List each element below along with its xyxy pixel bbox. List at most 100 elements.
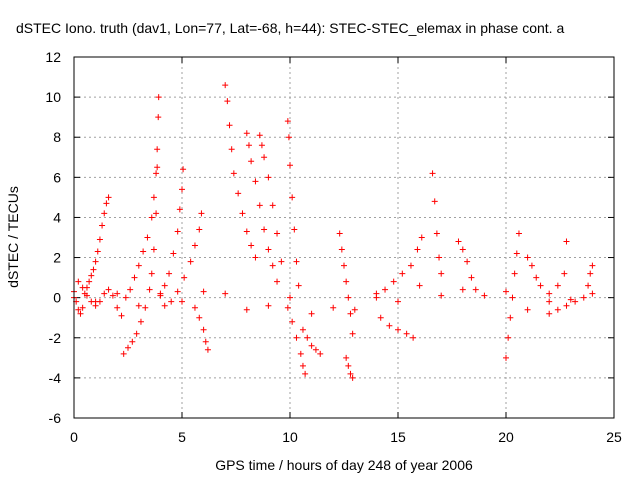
data-point-marker: [133, 330, 140, 337]
data-point-marker: [459, 286, 466, 293]
data-point-marker: [248, 158, 255, 165]
chart-title: dSTEC Iono. truth (dav1, Lon=77, Lat=-68…: [16, 20, 564, 36]
data-series: [429, 170, 445, 277]
data-point-marker: [180, 166, 187, 173]
data-point-marker: [312, 346, 319, 353]
data-point-marker: [505, 334, 512, 341]
y-tick-label: 10: [45, 89, 61, 105]
data-point-marker: [131, 274, 138, 281]
data-point-marker: [176, 206, 183, 213]
data-point-marker: [438, 292, 445, 299]
data-series: [336, 230, 356, 381]
data-point-marker: [228, 146, 235, 153]
data-point-marker: [308, 310, 315, 317]
data-series: [503, 230, 522, 361]
data-point-marker: [278, 258, 285, 265]
data-point-marker: [170, 250, 177, 257]
data-point-marker: [345, 362, 352, 369]
data-point-marker: [256, 132, 263, 139]
data-point-marker: [507, 314, 514, 321]
data-series: [299, 326, 324, 357]
data-point-marker: [161, 282, 168, 289]
data-series: [75, 278, 125, 319]
data-point-marker: [125, 344, 131, 351]
data-point-marker: [472, 286, 479, 293]
data-point-marker: [153, 210, 160, 217]
data-point-marker: [338, 246, 345, 253]
data-point-marker: [436, 254, 443, 261]
data-point-marker: [174, 228, 181, 235]
data-point-marker: [293, 334, 300, 341]
data-point-marker: [144, 234, 151, 241]
data-point-marker: [345, 294, 352, 301]
data-point-marker: [148, 214, 155, 221]
y-axis-label: dSTEC / TECUs: [5, 186, 21, 288]
data-point-marker: [200, 288, 207, 295]
data-point-marker: [174, 288, 181, 295]
data-point-marker: [580, 294, 587, 301]
y-tick-label: -2: [49, 330, 62, 346]
data-point-marker: [252, 254, 259, 261]
data-point-marker: [245, 142, 252, 149]
data-point-marker: [200, 326, 207, 333]
data-point-marker: [395, 298, 401, 305]
data-point-marker: [265, 302, 272, 309]
data-point-marker: [261, 154, 268, 161]
data-point-marker: [572, 298, 579, 305]
data-point-marker: [222, 290, 229, 297]
y-tick-label: 4: [53, 209, 61, 225]
data-point-marker: [127, 286, 134, 293]
data-point-marker: [295, 282, 302, 289]
data-point-marker: [546, 310, 553, 317]
x-tick-label: 15: [390, 429, 406, 445]
data-point-marker: [554, 306, 561, 313]
data-point-marker: [135, 262, 142, 269]
data-point-marker: [330, 304, 337, 311]
data-point-marker: [92, 298, 99, 305]
data-point-marker: [395, 326, 401, 333]
data-point-marker: [168, 298, 175, 305]
x-axis-label: GPS time / hours of day 248 of year 2006: [215, 457, 473, 473]
data-point-marker: [414, 246, 421, 253]
data-point-marker: [243, 130, 250, 137]
y-tick-label: 2: [53, 250, 61, 266]
data-point-marker: [243, 306, 250, 313]
data-point-marker: [226, 122, 233, 129]
data-point-marker: [537, 282, 544, 289]
data-point-marker: [150, 246, 157, 253]
data-point-marker: [373, 290, 380, 297]
data-point-marker: [88, 272, 95, 279]
data-point-marker: [154, 146, 161, 153]
data-point-marker: [589, 290, 596, 297]
data-point-marker: [563, 302, 570, 309]
data-point-marker: [269, 262, 276, 269]
data-point-marker: [265, 246, 272, 253]
data-series: [524, 238, 570, 297]
data-point-marker: [297, 350, 304, 357]
data-point-marker: [191, 242, 198, 249]
data-point-marker: [515, 230, 522, 237]
data-series: [191, 304, 211, 353]
data-point-marker: [196, 314, 203, 321]
data-point-marker: [407, 262, 414, 269]
data-point-marker: [341, 262, 347, 269]
data-point-marker: [202, 338, 209, 345]
data-point-marker: [118, 312, 125, 319]
data-point-marker: [386, 322, 393, 329]
data-point-marker: [191, 304, 198, 311]
data-point-marker: [287, 294, 293, 301]
data-point-marker: [293, 258, 300, 265]
data-series: [222, 82, 259, 261]
data-point-marker: [509, 294, 516, 301]
data-point-marker: [274, 230, 281, 237]
x-tick-label: 25: [606, 429, 622, 445]
data-point-marker: [416, 282, 423, 289]
data-point-marker: [302, 370, 309, 377]
data-point-marker: [347, 310, 354, 317]
y-tick-label: 6: [53, 169, 61, 185]
data-point-marker: [92, 258, 99, 265]
data-point-marker: [299, 326, 306, 333]
data-point-marker: [347, 370, 354, 377]
data-point-marker: [181, 274, 188, 281]
data-point-marker: [459, 246, 466, 253]
